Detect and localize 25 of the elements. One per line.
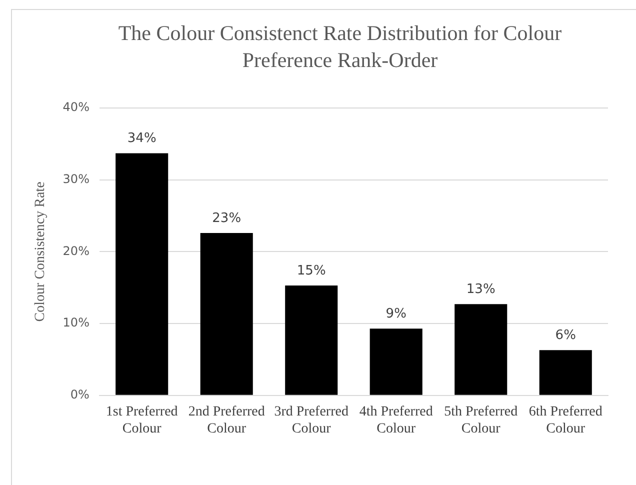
data-label: 6%	[555, 328, 576, 344]
y-axis-title: Colour Consistency Rate	[33, 182, 48, 322]
bar	[116, 153, 168, 395]
x-tick-label: 4th Preferred Colour	[359, 404, 433, 436]
chart-title: The Colour Consistenct Rate Distribution for Colour Preference Rank-Order	[117, 20, 563, 74]
y-tick-label: 40%	[62, 100, 90, 114]
y-tick-label: 0%	[70, 388, 90, 402]
data-label: 9%	[386, 306, 406, 322]
y-tick-label: 10%	[62, 316, 90, 330]
x-tick-label: 5th Preferred Colour	[444, 404, 518, 436]
x-tick-label: 2nd Preferred Colour	[188, 404, 265, 436]
y-tick-label: 30%	[62, 172, 90, 186]
bar	[200, 233, 253, 395]
bar	[370, 328, 422, 395]
x-tick-label: 6th Preferred Colour	[528, 404, 602, 436]
bar	[285, 285, 338, 395]
data-label: 34%	[127, 131, 156, 146]
data-label: 15%	[296, 263, 326, 278]
bar	[454, 304, 508, 395]
x-tick-label: 3rd Preferred Colour	[274, 404, 348, 436]
bar	[539, 350, 592, 395]
data-label: 13%	[466, 282, 496, 298]
y-tick-label: 20%	[62, 244, 90, 258]
data-label: 23%	[212, 210, 242, 226]
x-tick-label: 1st Preferred Colour	[106, 404, 178, 436]
